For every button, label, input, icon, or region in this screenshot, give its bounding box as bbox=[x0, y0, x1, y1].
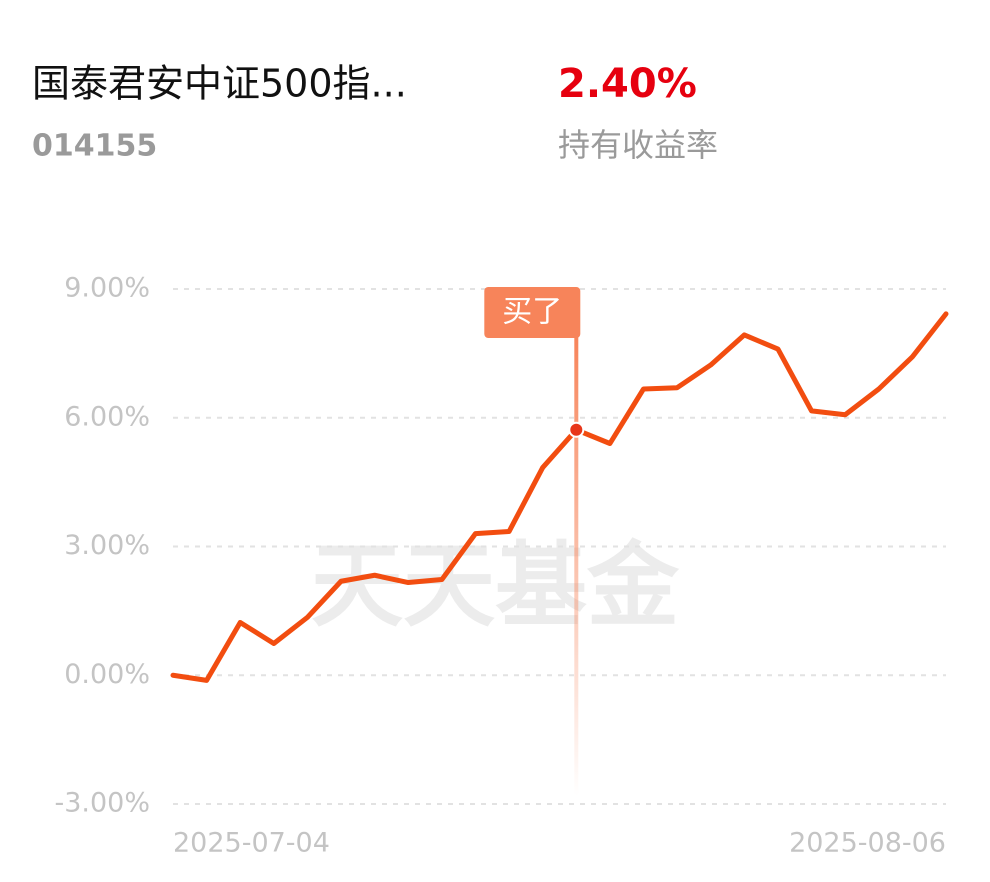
buy-line bbox=[574, 336, 579, 796]
return-label: 持有收益率 bbox=[558, 126, 718, 164]
buy-point bbox=[568, 421, 585, 438]
x-tick-label: 2025-08-06 bbox=[789, 828, 946, 859]
buy-label: 买了 bbox=[502, 295, 562, 330]
line bbox=[170, 311, 949, 683]
x-tick-label: 2025-07-04 bbox=[173, 828, 330, 859]
buy-label-box bbox=[484, 287, 581, 338]
fund-name: 国泰君安中证500指... bbox=[32, 62, 407, 106]
watermark: 天天基金 bbox=[311, 532, 680, 639]
fund-code: 014155 bbox=[32, 129, 157, 164]
y-tick-label: 0.00% bbox=[64, 659, 150, 690]
y-tick-label: 3.00% bbox=[64, 530, 150, 561]
y-tick-label: -3.00% bbox=[54, 788, 150, 819]
y-tick-label: 6.00% bbox=[64, 401, 150, 432]
y-tick-label: 9.00% bbox=[64, 273, 150, 304]
return-value: 2.40% bbox=[558, 61, 697, 107]
